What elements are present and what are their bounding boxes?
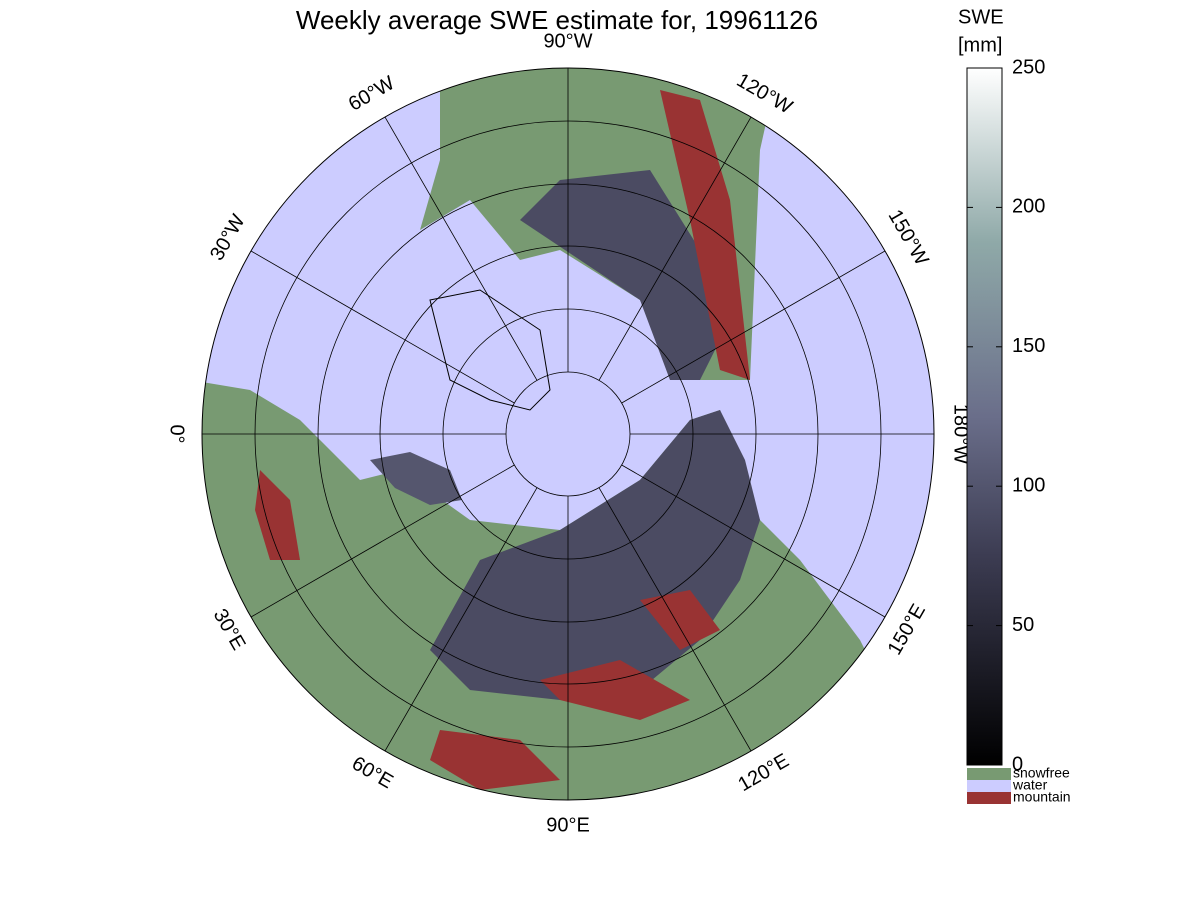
colorbar-tick-label: 100 [1012, 474, 1045, 496]
colorbar-tick-label: 150 [1012, 335, 1045, 357]
mountain [430, 730, 560, 790]
meridian-label: 60°W [345, 72, 399, 116]
meridian [384, 116, 538, 381]
meridian-label: 60°E [348, 752, 397, 793]
colorbar-tick-label: 50 [1012, 614, 1034, 636]
meridian [598, 116, 752, 381]
legend-label: snowfree [1013, 765, 1070, 781]
meridian [250, 464, 515, 618]
scandinavia-snow [370, 452, 462, 505]
meridian [250, 250, 515, 404]
mountain [660, 90, 750, 380]
legend-swatch [967, 768, 1011, 780]
legend-label: mountain [1013, 789, 1071, 805]
colorbar-title: SWE [958, 6, 1004, 28]
map-area [202, 68, 934, 800]
meridian [621, 250, 886, 404]
legend-swatch [967, 792, 1011, 804]
colorbar [966, 67, 1003, 766]
meridian-label: 90°W [543, 30, 592, 52]
colorbar-title: [mm] [958, 34, 1002, 56]
legend-swatch [967, 780, 1011, 792]
meridian-label: 120°W [733, 69, 796, 118]
title: Weekly average SWE estimate for, 1996112… [296, 5, 818, 35]
meridian [598, 487, 752, 752]
meridian-label: 0° [166, 424, 188, 443]
meridian-label: 150°W [884, 206, 933, 269]
na-snow [520, 170, 720, 380]
mountain [640, 590, 720, 650]
meridian-label: 150°E [884, 600, 930, 658]
colorbar-tick-label: 200 [1012, 196, 1045, 218]
mountain [255, 470, 300, 560]
meridian-label: 180°W [950, 404, 972, 464]
greenland [429, 289, 551, 411]
meridian [384, 487, 538, 752]
graticule [202, 68, 934, 800]
mountain [540, 660, 690, 720]
meridian-label: 90°E [546, 814, 590, 836]
legend-label: water [1012, 777, 1048, 793]
map-frame [201, 67, 935, 801]
meridian-label: 120°E [734, 750, 792, 796]
meridian [621, 464, 886, 618]
colorbar-tick-label: 0 [1012, 753, 1023, 775]
colorbar-tick-label: 250 [1012, 56, 1045, 78]
meridian-label: 30°W [206, 211, 250, 265]
meridian-label: 30°E [209, 605, 250, 654]
